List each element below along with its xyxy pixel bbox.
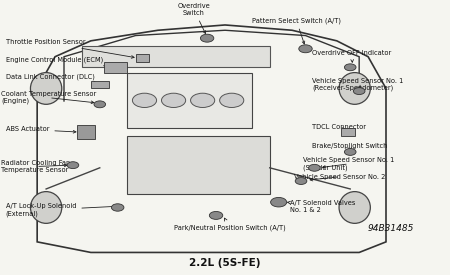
Polygon shape <box>341 128 355 136</box>
Polygon shape <box>77 125 95 139</box>
Circle shape <box>94 101 106 108</box>
Text: ABS Actuator: ABS Actuator <box>6 126 76 133</box>
Text: Pattern Select Switch (A/T): Pattern Select Switch (A/T) <box>252 17 341 44</box>
Polygon shape <box>91 81 109 89</box>
Text: Throttle Position Sensor: Throttle Position Sensor <box>6 39 134 58</box>
Circle shape <box>295 178 307 185</box>
Text: 2.2L (5S-FE): 2.2L (5S-FE) <box>189 258 261 268</box>
Text: Vehicle Speed Sensor No. 1
(Sender Unit): Vehicle Speed Sensor No. 1 (Sender Unit) <box>303 157 395 170</box>
Text: A/T Solenoid Valves
No. 1 & 2: A/T Solenoid Valves No. 1 & 2 <box>287 200 355 213</box>
Text: Radiator Cooling Fan
Temperature Sensor: Radiator Cooling Fan Temperature Sensor <box>1 160 71 173</box>
Circle shape <box>299 45 312 53</box>
Text: Coolant Temperature Sensor
(Engine): Coolant Temperature Sensor (Engine) <box>1 91 97 104</box>
Text: Brake/Stoplight Switch: Brake/Stoplight Switch <box>312 143 387 150</box>
Circle shape <box>200 34 214 42</box>
Polygon shape <box>135 54 149 62</box>
Text: Park/Neutral Position Switch (A/T): Park/Neutral Position Switch (A/T) <box>174 218 285 230</box>
Circle shape <box>132 93 157 108</box>
Text: 94B31485: 94B31485 <box>367 224 414 233</box>
Ellipse shape <box>339 192 370 223</box>
Circle shape <box>353 88 365 95</box>
Circle shape <box>344 148 356 155</box>
Circle shape <box>344 64 356 71</box>
Polygon shape <box>126 136 270 194</box>
Circle shape <box>270 197 287 207</box>
Circle shape <box>209 211 223 219</box>
Polygon shape <box>82 46 270 67</box>
Circle shape <box>309 164 320 171</box>
Circle shape <box>162 93 186 108</box>
Circle shape <box>112 204 124 211</box>
Polygon shape <box>104 62 126 73</box>
Text: Engine Control Module (ECM): Engine Control Module (ECM) <box>6 56 112 68</box>
Ellipse shape <box>31 73 62 104</box>
Circle shape <box>67 162 79 169</box>
Text: Vehicle Speed Sensor No. 2: Vehicle Speed Sensor No. 2 <box>294 174 386 181</box>
Ellipse shape <box>339 73 370 104</box>
Polygon shape <box>126 73 252 128</box>
Text: TDCL Connector: TDCL Connector <box>312 124 366 131</box>
Circle shape <box>220 93 244 108</box>
Text: A/T Lock-Up Solenoid
(External): A/T Lock-Up Solenoid (External) <box>6 204 116 217</box>
Text: Overdrive
Switch: Overdrive Switch <box>177 3 210 34</box>
Text: Data Link Connector (DLC): Data Link Connector (DLC) <box>6 73 97 84</box>
Text: Overdrive OFF Indicator: Overdrive OFF Indicator <box>312 50 392 62</box>
Ellipse shape <box>31 192 62 223</box>
Text: Vehicle Speed Sensor No. 1
(Receiver-Speedometer): Vehicle Speed Sensor No. 1 (Receiver-Spe… <box>312 78 404 91</box>
Circle shape <box>190 93 215 108</box>
